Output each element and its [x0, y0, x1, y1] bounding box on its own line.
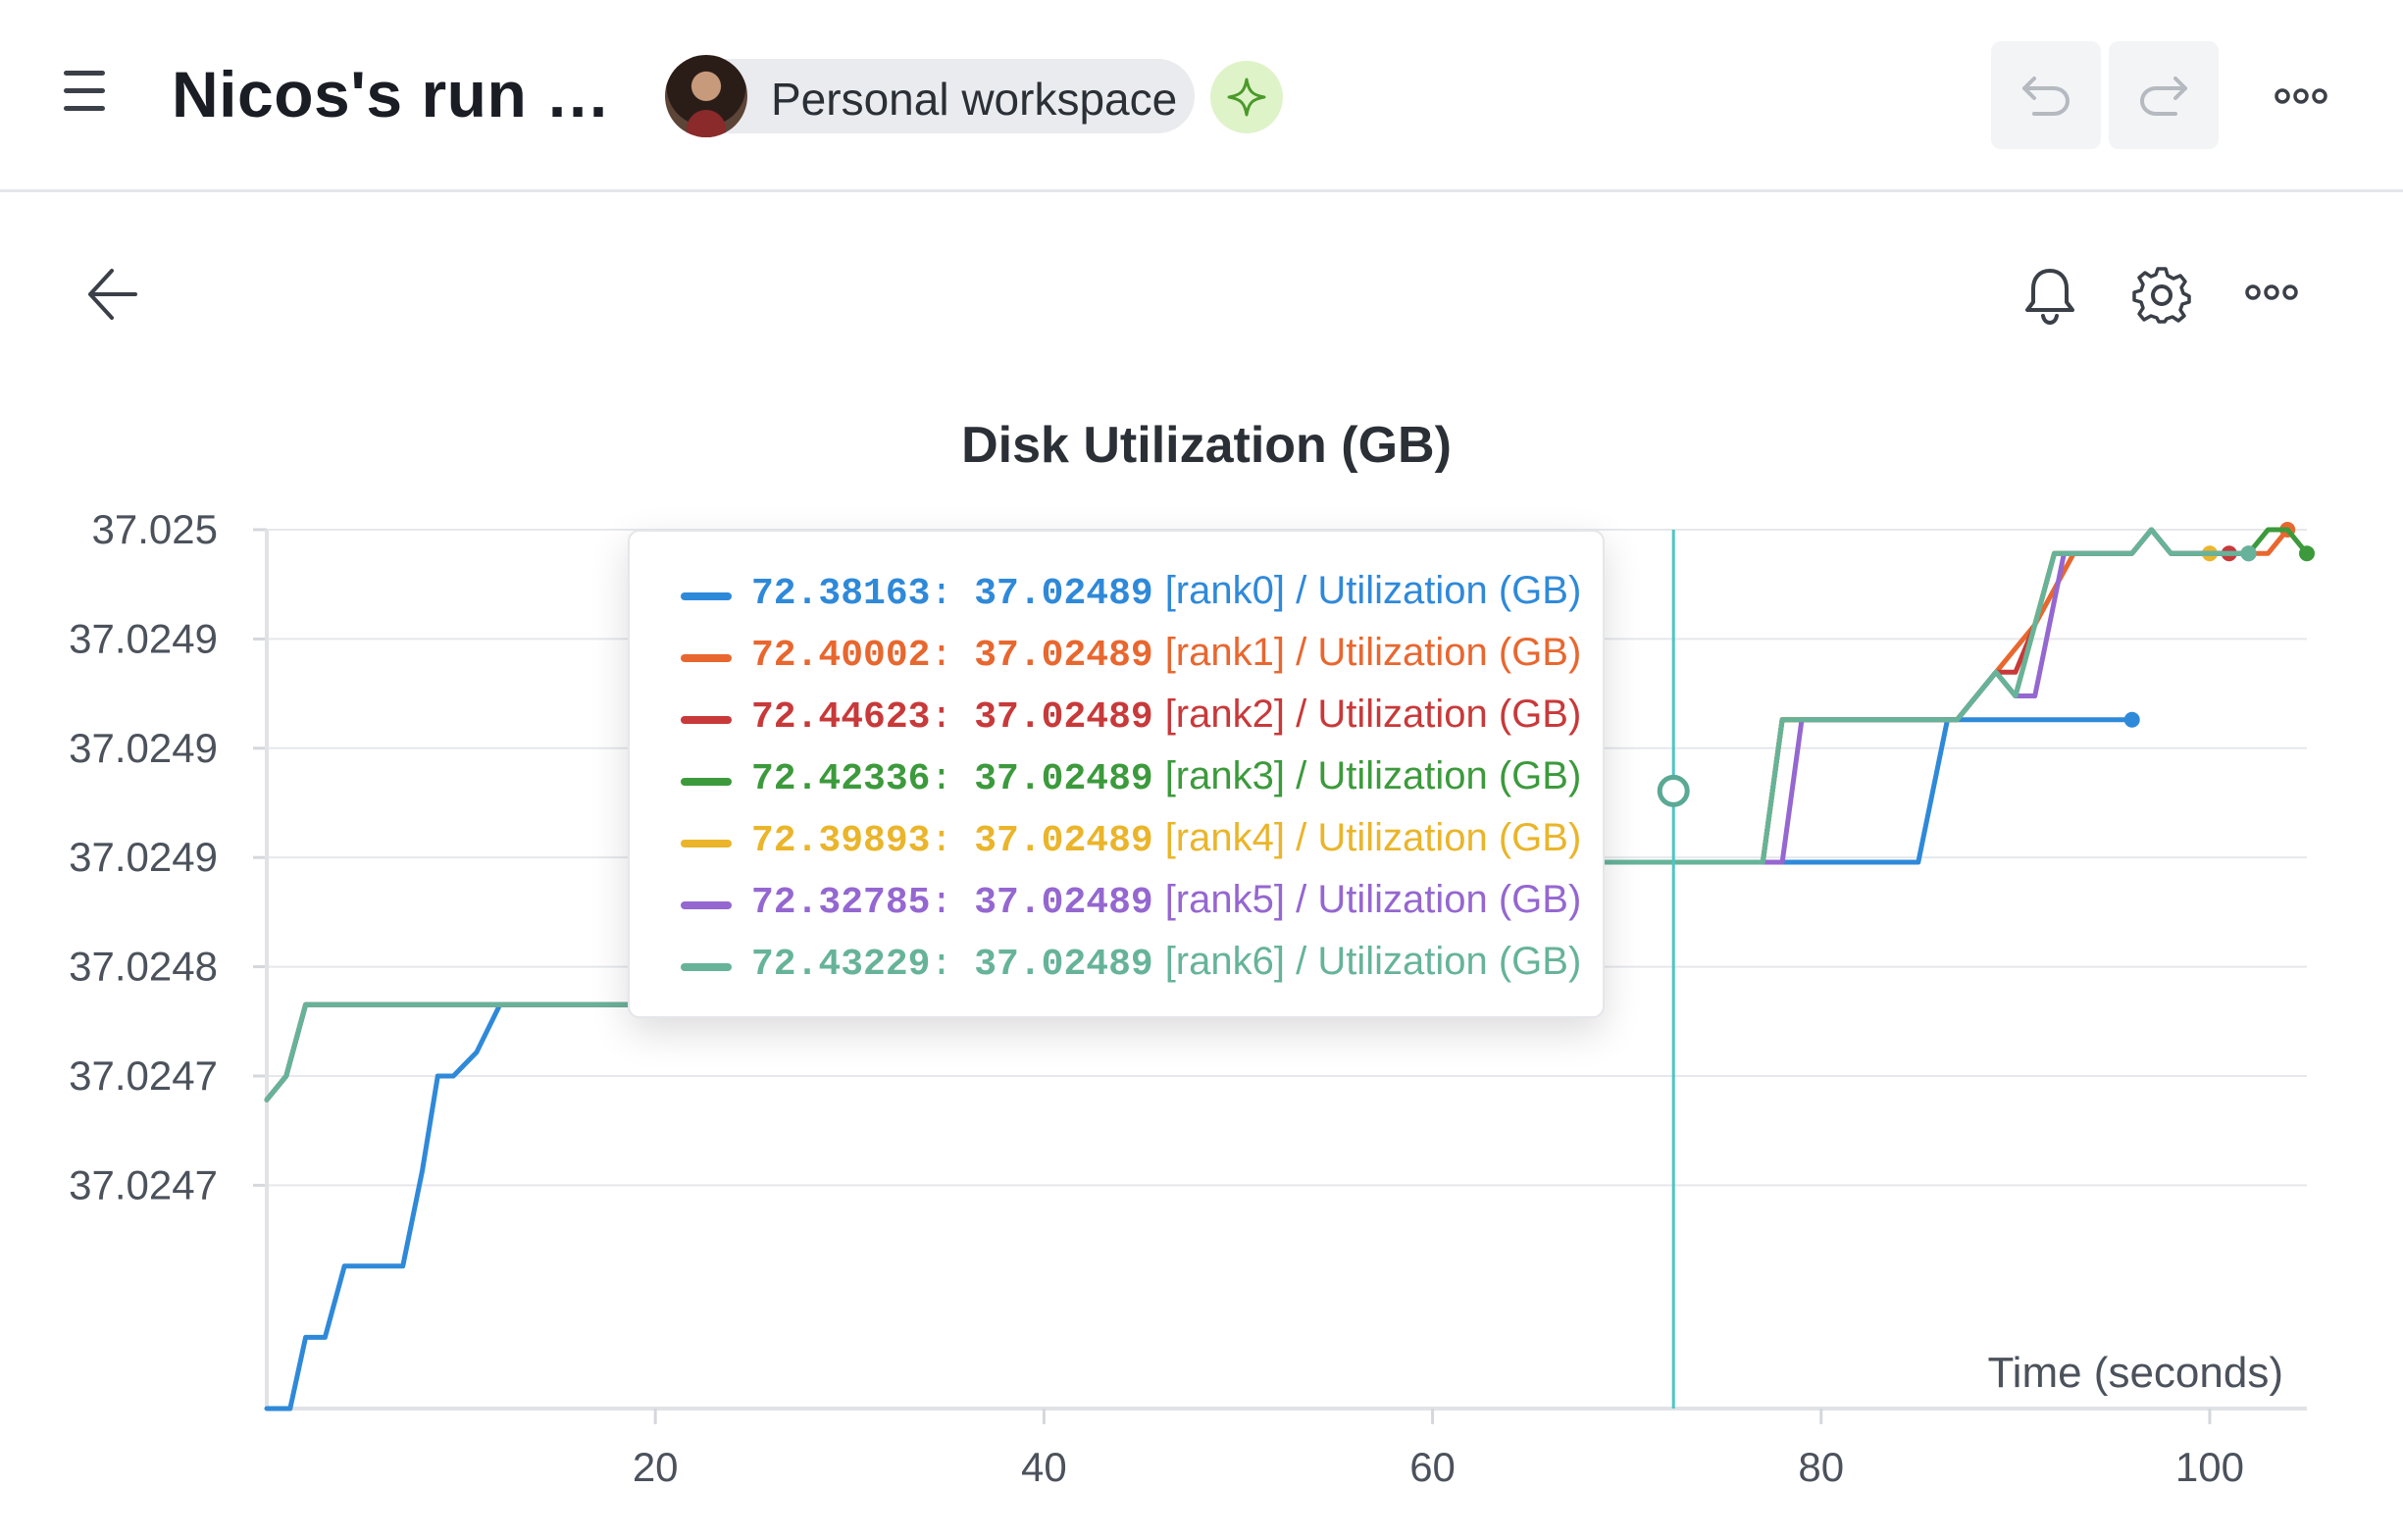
series-swatch	[681, 839, 732, 847]
sparkle-icon	[1227, 77, 1266, 117]
tooltip-row: 72.40002: 37.02489 [rank1] / Utilization (…	[681, 631, 1581, 680]
x-tick-label: 80	[1798, 1444, 1844, 1490]
tooltip-separator: :	[930, 696, 953, 739]
tooltip-y-value: 37.02489	[974, 696, 1153, 739]
tooltip-separator: :	[930, 758, 953, 800]
tooltip-series-name: [rank6] / Utilization (GB)	[1164, 940, 1582, 983]
tooltip-series-name: [rank3] / Utilization (GB)	[1164, 754, 1582, 797]
series-swatch	[681, 591, 732, 600]
series-swatch	[681, 900, 732, 909]
y-tick-label: 37.0249	[69, 725, 218, 771]
tooltip-series-name: [rank0] / Utilization (GB)	[1164, 569, 1582, 612]
hover-tooltip: 72.38163: 37.02489 [rank0] / Utilization (…	[628, 530, 1605, 1018]
undo-button[interactable]	[1991, 41, 2101, 149]
y-tick-label: 37.0248	[69, 944, 218, 990]
redo-icon	[2139, 77, 2187, 116]
tooltip-separator: :	[930, 944, 953, 986]
x-tick-label: 20	[633, 1444, 679, 1490]
hamburger-icon[interactable]	[61, 71, 108, 122]
tooltip-y-value: 37.02489	[974, 635, 1153, 677]
tooltip-y-value: 37.02489	[974, 882, 1153, 924]
tooltip-x-value: 72.43229	[751, 944, 931, 986]
series-swatch	[681, 962, 732, 971]
series-end-point	[2240, 545, 2257, 562]
x-axis-title: Time (seconds)	[1987, 1349, 2283, 1397]
x-tick-label: 60	[1409, 1444, 1456, 1490]
sparkle-button[interactable]	[1210, 61, 1283, 133]
tooltip-row: 72.32785: 37.02489 [rank5] / Utilization (…	[681, 878, 1581, 927]
series-swatch	[681, 653, 732, 662]
tooltip-y-value: 37.02489	[974, 758, 1153, 800]
tooltip-separator: :	[930, 635, 953, 677]
bell-icon[interactable]	[2022, 265, 2077, 326]
y-tick-label: 37.0247	[69, 1052, 218, 1099]
chart-title: Disk Utilization (GB)	[961, 417, 1452, 474]
arrow-left-icon[interactable]	[86, 267, 137, 322]
undo-icon	[2022, 77, 2071, 116]
tooltip-x-value: 72.40002	[751, 635, 931, 677]
gear-icon[interactable]	[2132, 265, 2191, 324]
tooltip-separator: :	[930, 573, 953, 615]
tooltip-x-value: 72.42336	[751, 758, 931, 800]
more-horizontal-icon[interactable]	[2244, 281, 2299, 304]
tooltip-x-value: 72.44623	[751, 696, 931, 739]
series-swatch	[681, 715, 732, 724]
tooltip-row: 72.43229: 37.02489 [rank6] / Utilization (…	[681, 940, 1581, 989]
workspace-chip[interactable]: Personal workspace	[665, 55, 1195, 137]
y-tick-label: 37.0247	[69, 1161, 218, 1207]
tooltip-x-value: 72.38163	[751, 573, 931, 615]
run-title[interactable]: Nicos's run …	[172, 58, 611, 130]
tooltip-series-name: [rank5] / Utilization (GB)	[1164, 878, 1582, 921]
x-tick-label: 40	[1021, 1444, 1067, 1490]
tooltip-y-value: 37.02489	[974, 573, 1153, 615]
tooltip-row: 72.42336: 37.02489 [rank3] / Utilization (…	[681, 754, 1581, 803]
y-tick-label: 37.0249	[69, 834, 218, 880]
series-end-point	[2123, 711, 2140, 728]
tooltip-y-value: 37.02489	[974, 944, 1153, 986]
y-tick-label: 37.025	[92, 506, 218, 552]
tooltip-x-value: 72.32785	[751, 882, 931, 924]
tooltip-series-name: [rank1] / Utilization (GB)	[1164, 631, 1582, 674]
redo-button[interactable]	[2109, 41, 2219, 149]
tooltip-x-value: 72.39893	[751, 820, 931, 862]
workspace-label: Personal workspace	[771, 74, 1178, 125]
tooltip-separator: :	[930, 820, 953, 862]
tooltip-series-name: [rank4] / Utilization (GB)	[1164, 816, 1582, 859]
x-tick-label: 100	[2175, 1444, 2244, 1490]
tooltip-separator: :	[930, 882, 953, 924]
series-swatch	[681, 777, 732, 786]
series-end-point	[2299, 545, 2315, 562]
tooltip-y-value: 37.02489	[974, 820, 1153, 862]
avatar	[665, 55, 747, 137]
y-tick-label: 37.0249	[69, 615, 218, 661]
tooltip-row: 72.44623: 37.02489 [rank2] / Utilization (…	[681, 693, 1581, 742]
hover-marker	[1657, 774, 1690, 807]
more-horizontal-icon[interactable]	[2274, 84, 2328, 108]
tooltip-row: 72.38163: 37.02489 [rank0] / Utilization (…	[681, 569, 1581, 618]
tooltip-series-name: [rank2] / Utilization (GB)	[1164, 693, 1582, 736]
top-bar: Nicos's run … Personal workspace	[0, 0, 2403, 192]
tooltip-row: 72.39893: 37.02489 [rank4] / Utilization (…	[681, 816, 1581, 865]
